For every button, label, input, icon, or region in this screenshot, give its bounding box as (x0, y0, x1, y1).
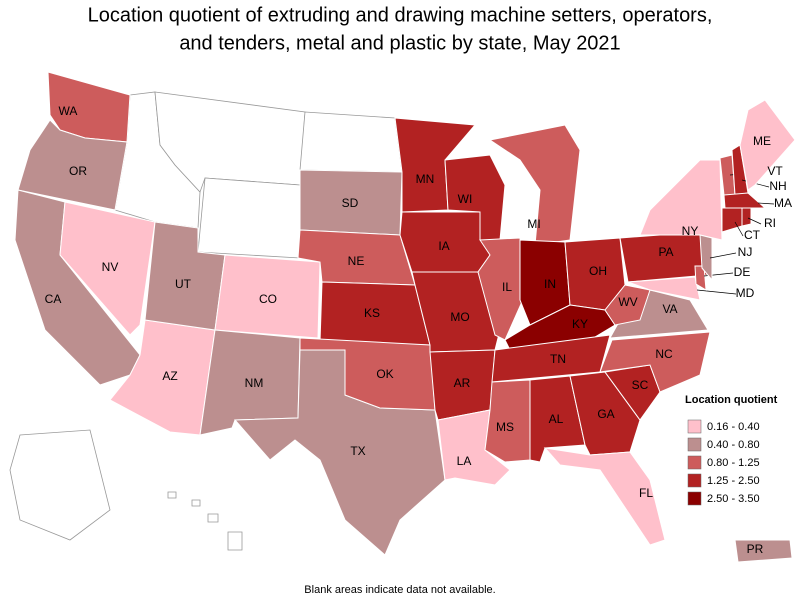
state-label: VT (767, 164, 783, 178)
legend-label: 1.25 - 2.50 (707, 475, 760, 487)
note: Blank areas indicate data not available. (304, 584, 495, 596)
state-label: CA (45, 292, 62, 306)
legend-label: 2.50 - 3.50 (707, 493, 760, 505)
state-label: NY (682, 224, 699, 238)
state-label: VA (662, 302, 677, 316)
state-label: AZ (162, 369, 177, 383)
state-label: KY (572, 317, 588, 331)
state-label: NC (655, 347, 673, 361)
state-label: AL (549, 412, 564, 426)
blank-area (197, 177, 301, 259)
state (599, 331, 711, 393)
state-label: UT (175, 277, 192, 291)
legend-label: 0.80 - 1.25 (707, 457, 760, 469)
leader-line (747, 217, 762, 225)
state-label: IA (438, 239, 449, 253)
state (214, 254, 321, 339)
state-label: IL (502, 280, 512, 294)
state-label: MO (450, 310, 469, 324)
state-label: OK (376, 367, 393, 381)
state-label: SD (342, 196, 359, 210)
title-line: and tenders, metal and plastic by state,… (179, 32, 620, 54)
state-label: GA (597, 407, 614, 421)
state (739, 99, 796, 191)
state-label: OR (69, 164, 87, 178)
state (17, 119, 128, 211)
state-label: TX (350, 444, 365, 458)
blank-area (9, 429, 111, 541)
state-label: MS (496, 420, 514, 434)
leader-line (734, 221, 744, 237)
state-label: CT (744, 228, 761, 242)
state-label: NJ (738, 245, 753, 259)
states (9, 71, 796, 563)
state (734, 539, 793, 563)
state-label: DE (734, 265, 751, 279)
state-label: MD (736, 286, 755, 300)
state-label: NV (102, 260, 119, 274)
legend-swatch (687, 437, 702, 452)
state-label: WA (59, 104, 78, 118)
legend-swatch (687, 473, 702, 488)
legend-label: 0.16 - 0.40 (707, 421, 760, 433)
state-label: MA (774, 196, 792, 210)
state (59, 201, 156, 336)
state-label: WI (458, 192, 473, 206)
state-label: LA (457, 454, 472, 468)
state-label: IN (544, 277, 556, 291)
legend-label: 0.40 - 0.80 (707, 439, 760, 451)
state-label: RI (764, 216, 776, 230)
legend-swatch (687, 455, 702, 470)
state (741, 207, 752, 227)
state-label: WV (618, 295, 637, 309)
state-label: NH (769, 179, 786, 193)
state (694, 265, 707, 291)
state-label: CO (259, 292, 277, 306)
state-label: TN (550, 352, 566, 366)
legend-swatch (687, 419, 702, 434)
state-label: MN (416, 172, 435, 186)
blank-area (227, 531, 243, 551)
state (604, 284, 651, 326)
state-label: NE (348, 254, 365, 268)
state-label: MI (527, 217, 540, 231)
state-label: PR (747, 542, 764, 556)
state (627, 276, 701, 301)
title-line: Location quotient of extruding and drawi… (88, 4, 713, 26)
leader-line (696, 289, 737, 295)
blank-area (299, 111, 403, 173)
state (723, 192, 767, 209)
state-label: FL (639, 486, 653, 500)
state-label: PA (658, 245, 673, 259)
state-label: SC (632, 378, 649, 392)
state-label: OH (589, 264, 607, 278)
legend-title: Location quotient (685, 394, 778, 406)
state-label: KS (364, 306, 380, 320)
blank-area (191, 499, 201, 507)
state (699, 234, 713, 282)
state-label: NM (245, 376, 264, 390)
blank-area (167, 491, 177, 499)
leader-line (709, 252, 737, 259)
state-label: ME (753, 134, 771, 148)
leader-line (757, 202, 775, 205)
state-label: AR (454, 376, 471, 390)
blank-area (207, 513, 219, 523)
state (543, 447, 666, 546)
legend-swatch (687, 491, 702, 506)
